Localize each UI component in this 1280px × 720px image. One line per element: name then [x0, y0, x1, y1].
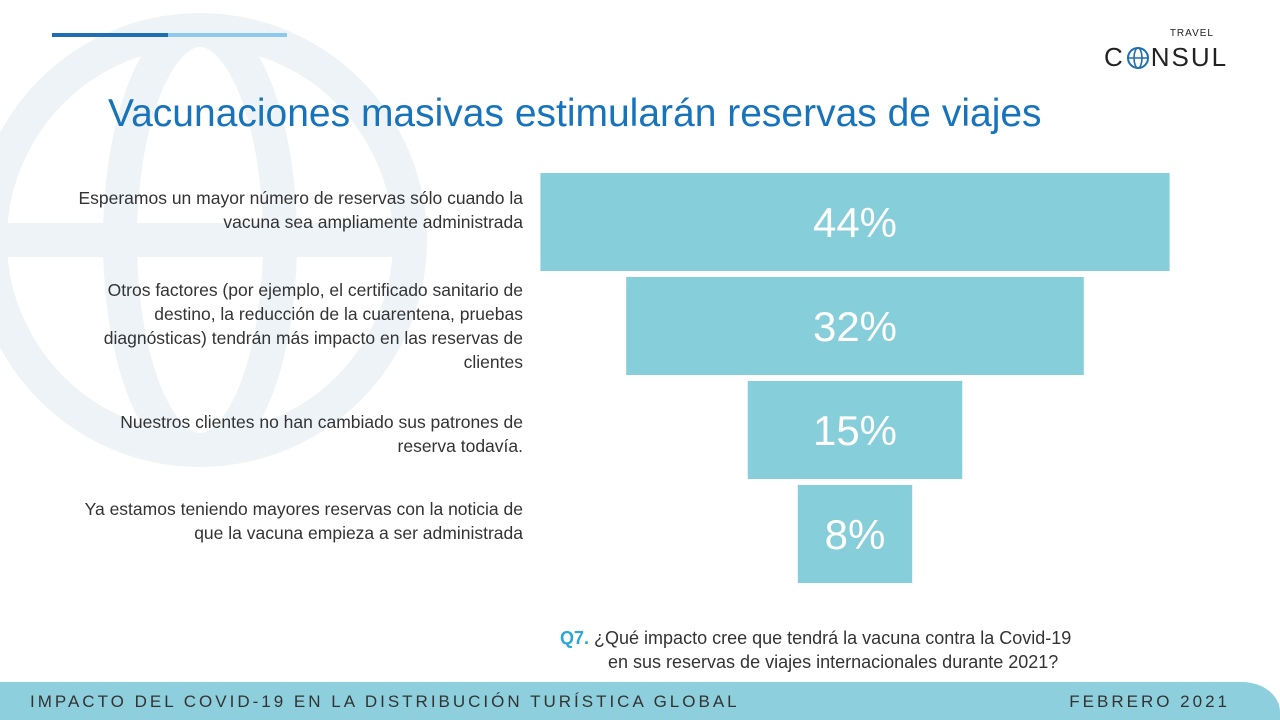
survey-question: Q7. ¿Qué impacto cree que tendrá la vacu… — [560, 626, 1250, 674]
question-number: Q7. — [560, 628, 590, 648]
funnel-value-label-1: 44% — [813, 199, 897, 246]
logo-consul-right: NSUL — [1150, 42, 1229, 72]
accent-bar-dark — [52, 33, 168, 37]
page-title: Vacunaciones masivas estimularán reserva… — [108, 92, 1042, 135]
travel-consul-logo: TRAVEL C NSUL — [1100, 28, 1250, 76]
funnel-value-label-3: 15% — [813, 407, 897, 454]
question-line-2: en sus reservas de viajes internacionale… — [608, 652, 1059, 672]
accent-bar-light — [168, 33, 287, 37]
funnel-bar-2 — [626, 277, 1084, 375]
footer-band — [0, 682, 1280, 720]
funnel-bar-1 — [540, 173, 1170, 271]
category-label-3: Nuestros clientes no han cambiado sus pa… — [120, 412, 523, 456]
funnel-value-label-4: 8% — [825, 511, 886, 558]
logo-consul-text: C NSUL — [1104, 42, 1228, 73]
category-label-4: Ya estamos teniendo mayores reservas con… — [84, 499, 523, 543]
footer-date: FEBRERO 2021 — [1069, 692, 1230, 711]
footer-title: IMPACTO DEL COVID-19 EN LA DISTRIBUCIÓN … — [30, 692, 740, 711]
funnel-bar-3 — [747, 381, 963, 479]
logo-travel-text: TRAVEL — [1169, 28, 1214, 39]
question-line-1: ¿Qué impacto cree que tendrá la vacuna c… — [594, 628, 1072, 648]
category-label-2: Otros factores (por ejemplo, el certific… — [103, 280, 523, 372]
funnel-value-label-2: 32% — [813, 303, 897, 350]
category-label-1: Esperamos un mayor número de reservas só… — [78, 188, 523, 232]
background-globe-icon — [0, 13, 427, 467]
funnel-bar-4 — [797, 485, 913, 583]
globe-icon — [1126, 46, 1149, 69]
logo-consul-left: C — [1104, 42, 1125, 72]
